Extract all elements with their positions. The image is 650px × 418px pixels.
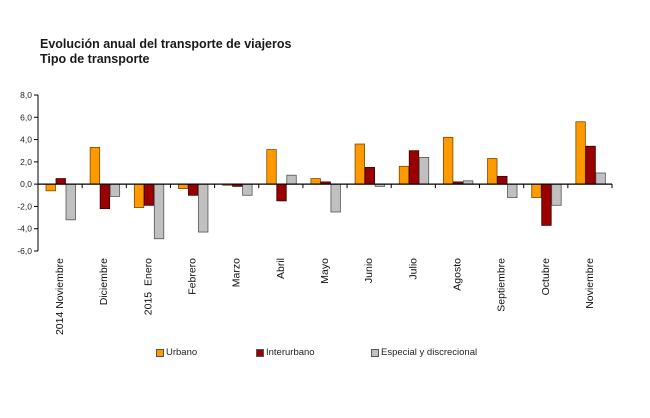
- bar-interurbano-10: [497, 175, 508, 185]
- legend-swatch-interurbano: [256, 348, 264, 357]
- x-category-label: Junio: [363, 258, 375, 283]
- legend-item-urbano: Urbano: [156, 347, 197, 358]
- bar-especial-y-discrecional-3: [198, 183, 209, 233]
- bar-interurbano-1: [99, 183, 111, 210]
- bar-especial-y-discrecional-5: [286, 174, 297, 185]
- legend-label-especial: Especial y discrecional: [381, 347, 478, 358]
- bar-especial-y-discrecional-2: [153, 183, 165, 240]
- x-category-label: Mayo: [319, 258, 331, 284]
- x-category-label: Febrero: [187, 258, 199, 295]
- y-tick-label: -2,0: [17, 201, 32, 211]
- chart-title-block: Evolución anual del transporte de viajer…: [40, 37, 291, 67]
- x-category-label: 2014 Noviembre: [54, 258, 66, 335]
- bar-especial-y-discrecional-11: [551, 183, 562, 206]
- legend-item-interurbano: Interurbano: [256, 347, 315, 358]
- bar-especial-y-discrecional-6: [330, 183, 341, 213]
- bar-especial-y-discrecional-12: [595, 172, 606, 185]
- bar-urbano-6: [310, 178, 321, 185]
- x-category-label: Marzo: [231, 258, 243, 287]
- x-category-label: 2015 Enero: [142, 258, 154, 315]
- bar-interurbano-5: [276, 183, 287, 202]
- y-tick-label: 6,0: [20, 112, 32, 122]
- chart-title: Evolución anual del transporte de viajer…: [40, 37, 292, 51]
- y-tick-label: 4,0: [20, 135, 32, 145]
- bar-urbano-8: [398, 165, 410, 185]
- y-tick-label: -4,0: [17, 224, 32, 234]
- x-category-label: Septiembre: [496, 258, 508, 312]
- bar-interurbano-12: [585, 145, 596, 185]
- x-category-label: Agosto: [451, 258, 463, 291]
- bar-interurbano-7: [364, 167, 375, 185]
- bar-interurbano-2: [143, 183, 155, 206]
- x-category-label: Abril: [275, 258, 287, 279]
- legend-item-especial: Especial y discrecional: [371, 347, 477, 358]
- bar-interurbano-3: [188, 183, 199, 196]
- bar-especial-y-discrecional-1: [109, 183, 121, 197]
- bar-interurbano-0: [55, 178, 66, 185]
- bar-urbano-3: [178, 183, 189, 189]
- legend-label-interurbano: Interurbano: [266, 347, 315, 358]
- legend-label-urbano: Urbano: [166, 347, 198, 358]
- x-category-label: Noviembre: [584, 258, 596, 309]
- y-tick-label: 0,0: [20, 179, 32, 189]
- bar-interurbano-11: [541, 183, 552, 226]
- bar-urbano-11: [531, 183, 542, 198]
- bar-urbano-2: [133, 183, 145, 208]
- y-tick-label: -6,0: [17, 246, 32, 256]
- y-tick-label: 2,0: [20, 157, 32, 167]
- bar-urbano-7: [354, 143, 365, 185]
- x-category-label: Diciembre: [98, 258, 110, 305]
- bar-especial-y-discrecional-4: [242, 183, 253, 196]
- bar-especial-y-discrecional-8: [418, 156, 430, 185]
- y-tick-label: 8,0: [20, 90, 32, 100]
- legend-swatch-urbano: [156, 348, 164, 357]
- bar-especial-y-discrecional-10: [507, 183, 518, 198]
- x-category-label: Octubre: [540, 258, 552, 296]
- bar-interurbano-8: [408, 150, 420, 185]
- bar-urbano-5: [266, 149, 277, 185]
- bar-urbano-0: [45, 183, 56, 192]
- bar-urbano-12: [575, 121, 586, 185]
- bar-urbano-1: [89, 146, 101, 185]
- legend-swatch-especial: [371, 348, 379, 357]
- bar-especial-y-discrecional-0: [65, 183, 76, 221]
- bar-urbano-9: [442, 136, 454, 185]
- x-category-label: Julio: [407, 258, 419, 280]
- chart-subtitle: Tipo de transporte: [40, 52, 150, 66]
- bar-urbano-10: [487, 158, 498, 185]
